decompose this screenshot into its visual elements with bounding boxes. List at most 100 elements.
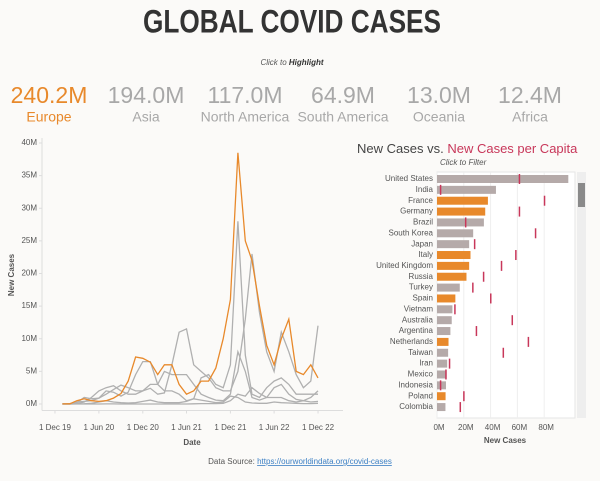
bar	[437, 316, 452, 325]
hint: Click to Highlight	[260, 58, 323, 67]
category-label[interactable]: Germany	[400, 207, 433, 216]
x-tick-label: 1 Jun 22	[259, 423, 290, 432]
bar	[437, 381, 446, 390]
subtitle: Click to Filter	[440, 158, 487, 167]
category-label[interactable]: Japan	[411, 239, 433, 248]
bar	[437, 185, 496, 194]
x-tick-label: 20M	[458, 423, 474, 432]
x-tick-label: 80M	[538, 423, 554, 432]
category-label[interactable]: Mexico	[408, 370, 434, 379]
kpi-label: Africa	[512, 109, 548, 125]
category-label[interactable]: Italy	[418, 250, 433, 259]
category-label[interactable]: Spain	[413, 294, 433, 303]
x-tick-label: 0M	[433, 423, 444, 432]
category-label[interactable]: Argentina	[399, 326, 434, 335]
bar	[437, 240, 470, 249]
category-label[interactable]: Colombia	[399, 402, 433, 411]
bar	[437, 218, 484, 227]
title-highlight: New Cases per Capita	[447, 141, 578, 156]
bar	[437, 392, 446, 401]
x-tick-label: 1 Dec 22	[302, 423, 335, 432]
series-line	[62, 152, 319, 405]
category-label[interactable]: Brazil	[413, 218, 433, 227]
x-tick-label: 1 Dec 21	[214, 423, 247, 432]
x-axis-title: New Cases	[484, 436, 527, 445]
category-label[interactable]: India	[416, 185, 434, 194]
kpi-value: 13.0M	[407, 82, 471, 108]
bar	[437, 337, 449, 346]
y-tick-label: 30M	[21, 203, 37, 212]
bar	[437, 370, 447, 379]
bar	[437, 272, 467, 281]
y-axis-title: New Cases	[7, 253, 16, 296]
category-label[interactable]: United Kingdom	[376, 261, 433, 270]
series-line	[62, 221, 318, 405]
y-tick-label: 25M	[21, 236, 37, 245]
footer: Data Source: https://ourworldindata.org/…	[208, 457, 392, 466]
x-axis-title: Date	[183, 438, 201, 447]
chart-title: New Cases vs. New Cases per Capita	[357, 141, 578, 156]
category-label[interactable]: South Korea	[389, 228, 434, 237]
footer-link[interactable]: https://ourworldindata.org/covid-cases	[257, 457, 392, 466]
title-text: New Cases vs.	[357, 141, 444, 156]
bar	[437, 251, 471, 260]
bar	[437, 327, 451, 336]
x-tick-label: 60M	[512, 423, 528, 432]
bar	[437, 229, 474, 238]
category-label[interactable]: France	[408, 196, 433, 205]
category-label[interactable]: Australia	[402, 315, 434, 324]
kpi-label: South America	[297, 109, 388, 125]
title: GLOBAL COVID CASES	[143, 3, 441, 39]
kpi-value: 64.9M	[311, 82, 375, 108]
y-tick-label: 20M	[21, 269, 37, 278]
category-label[interactable]: Vietnam	[404, 304, 434, 313]
kpi-label: Oceania	[413, 109, 465, 125]
bar	[437, 348, 449, 357]
y-tick-label: 15M	[21, 301, 37, 310]
kpi-value: 194.0M	[108, 82, 185, 108]
bar	[437, 261, 470, 270]
category-label[interactable]: United States	[385, 174, 433, 183]
category-label[interactable]: Poland	[408, 391, 433, 400]
category-label[interactable]: Indonesia	[398, 380, 433, 389]
bar	[437, 403, 446, 412]
kpi-label: Asia	[132, 109, 159, 125]
scrollbar[interactable]	[577, 172, 586, 418]
series-line	[62, 253, 319, 405]
bar	[437, 294, 456, 303]
hint-bold: Highlight	[289, 58, 324, 67]
x-tick-label: 1 Dec 19	[39, 423, 72, 432]
kpi-label: North America	[201, 109, 290, 125]
kpi-value: 240.2M	[11, 82, 88, 108]
category-label[interactable]: Netherlands	[390, 337, 433, 346]
x-tick-label: 1 Dec 20	[127, 423, 160, 432]
series-line	[62, 386, 319, 405]
y-tick-label: 0M	[26, 399, 37, 408]
y-tick-label: 10M	[21, 334, 37, 343]
category-label[interactable]: Taiwan	[408, 348, 433, 357]
bar	[437, 305, 453, 314]
bar	[437, 207, 486, 216]
x-tick-label: 1 Jun 20	[84, 423, 115, 432]
footer-text: Data Source:	[208, 457, 255, 466]
bar	[437, 359, 448, 368]
bar	[437, 283, 460, 292]
kpi-value: 12.4M	[498, 82, 562, 108]
y-tick-label: 40M	[21, 138, 37, 147]
y-tick-label: 35M	[21, 171, 37, 180]
series-line	[62, 349, 319, 405]
category-label[interactable]: Turkey	[409, 283, 433, 292]
kpi-label: Europe	[26, 109, 71, 125]
scroll-thumb[interactable]	[578, 183, 585, 207]
bar	[437, 196, 488, 205]
bar	[437, 175, 569, 183]
kpi-value: 117.0M	[207, 82, 282, 108]
x-tick-label: 1 Jun 21	[171, 423, 202, 432]
hint-text: Click to	[260, 58, 287, 67]
category-label[interactable]: Russia	[409, 272, 434, 281]
x-tick-label: 40M	[485, 423, 501, 432]
y-tick-label: 5M	[26, 366, 37, 375]
category-label[interactable]: Iran	[419, 359, 433, 368]
